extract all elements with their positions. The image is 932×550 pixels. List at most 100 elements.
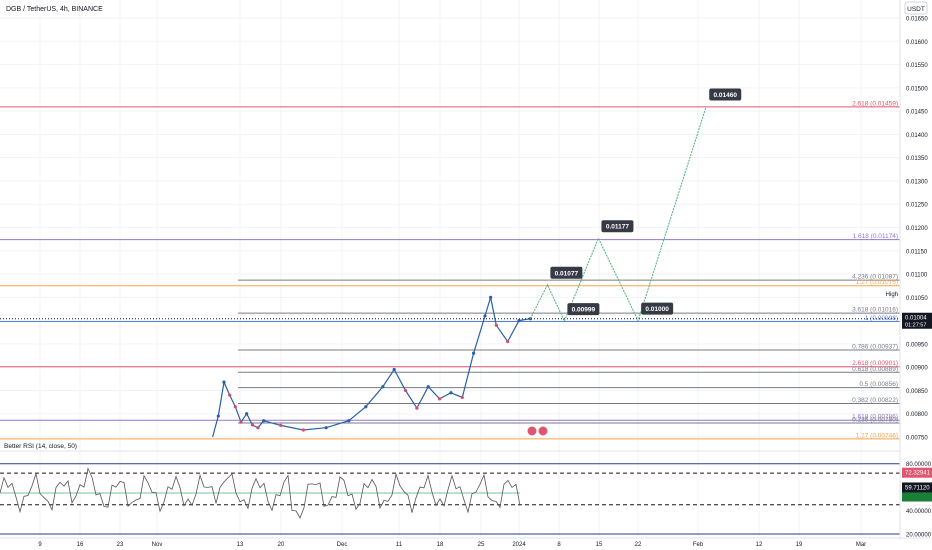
price-tick-label: 0.01300 bbox=[906, 179, 928, 185]
price-point bbox=[324, 426, 328, 430]
price-point bbox=[415, 406, 419, 410]
current-price-value: 0.01004 bbox=[905, 316, 927, 322]
price-tick-label: 0.01450 bbox=[906, 110, 928, 116]
price-point bbox=[403, 388, 408, 393]
time-axis: 9 16 23 Nov 13 20 Dec 11 18 25 2024 8 15 22 Feb 12 19 Mar bbox=[0, 537, 932, 548]
projection-path: 0.01077 0.00999 0.01177 0.01000 0.01460 bbox=[529, 88, 742, 323]
price-point bbox=[216, 414, 220, 418]
fib-level-label: 2.618 (0.01459) bbox=[852, 100, 898, 107]
price-tick-label: 0.00800 bbox=[906, 412, 928, 418]
fib-level-label: 1.618 (0.00786) bbox=[852, 414, 898, 421]
projection-line bbox=[529, 106, 707, 323]
price-point bbox=[506, 339, 510, 344]
price-point bbox=[228, 393, 232, 397]
time-tick-label: 23 bbox=[117, 542, 124, 548]
time-tick-label: 20 bbox=[278, 542, 285, 548]
rsi-current-badge-value: 59.71120 bbox=[905, 485, 930, 491]
fib-level-label: 0.786 (0.00937) bbox=[852, 343, 898, 350]
price-point bbox=[347, 419, 351, 423]
chart-title: DGB / TetherUS, 4h, BINANCE bbox=[6, 6, 103, 13]
price-line bbox=[212, 297, 531, 438]
currency-button[interactable] bbox=[904, 1, 928, 15]
fib-level-label: 1.27 (0.00746) bbox=[856, 432, 898, 439]
price-tick-label: 0.01100 bbox=[906, 273, 928, 279]
fib-level-label: 0.236 (0.00780) bbox=[852, 417, 898, 424]
price-point bbox=[279, 423, 283, 427]
time-tick-label: 25 bbox=[478, 542, 485, 548]
projection-callout-label: 0.01000 bbox=[645, 306, 669, 313]
time-tick-label: 2024 bbox=[512, 542, 526, 548]
price-point bbox=[381, 385, 385, 389]
projection-callout bbox=[709, 88, 742, 101]
time-tick-label: 11 bbox=[396, 542, 403, 548]
fib-level-label: 0.618 (0.00889) bbox=[852, 366, 898, 373]
rsi-tick-label: 80.00000 bbox=[906, 462, 932, 468]
price-point bbox=[245, 412, 249, 416]
price-point bbox=[364, 405, 368, 409]
price-point bbox=[517, 319, 521, 323]
projection-callout-label: 0.01177 bbox=[606, 224, 630, 231]
high-label: High bbox=[886, 292, 898, 298]
rsi-tick-label: 20.00000 bbox=[906, 533, 932, 539]
price-tick-label: 0.00750 bbox=[906, 436, 928, 442]
time-tick-label: 13 bbox=[237, 542, 244, 548]
rsi-upper-badge-value: 72.32941 bbox=[905, 471, 931, 477]
flag-icons[interactable] bbox=[526, 425, 549, 437]
price-point bbox=[250, 423, 254, 427]
time-tick-label: 22 bbox=[635, 542, 642, 548]
price-tick-label: 0.01650 bbox=[906, 17, 928, 23]
time-tick-label: Nov bbox=[152, 542, 163, 548]
time-tick-label: Dec bbox=[337, 542, 348, 548]
price-point bbox=[449, 391, 453, 395]
current-price-badge bbox=[902, 312, 932, 329]
fib-level-label: 1 (0.00998) bbox=[865, 315, 898, 322]
price-point bbox=[489, 295, 493, 299]
time-tick-label: 16 bbox=[77, 542, 84, 548]
fib-levels: 2.618 (0.01459) 1.618 (0.01174) 4.236 (0.0… bbox=[0, 100, 900, 440]
price-point bbox=[483, 314, 487, 318]
projection-callout bbox=[641, 302, 674, 315]
time-tick-label: 18 bbox=[437, 542, 444, 548]
price-tick-label: 0.00950 bbox=[906, 342, 928, 348]
price-point bbox=[494, 323, 498, 327]
rsi-current-badge bbox=[902, 482, 932, 493]
grid-layer bbox=[0, 0, 900, 536]
price-point bbox=[426, 385, 430, 389]
price-series bbox=[0, 295, 900, 438]
projection-callout-label: 0.00999 bbox=[572, 307, 596, 314]
price-point bbox=[392, 367, 396, 372]
price-tick-label: 0.01050 bbox=[906, 296, 928, 302]
rsi-title: Better RSI (14, close, 50) bbox=[4, 443, 77, 450]
us-flag-icon[interactable] bbox=[526, 425, 538, 437]
price-point bbox=[301, 428, 306, 432]
projection-callout-label: 0.01460 bbox=[713, 92, 737, 99]
rsi-line bbox=[0, 467, 521, 519]
price-tick-label: 0.00850 bbox=[906, 389, 928, 395]
price-tick-label: 0.01200 bbox=[906, 226, 928, 232]
time-tick-label: Mar bbox=[856, 542, 866, 548]
projection-callout bbox=[550, 266, 583, 279]
price-point bbox=[460, 395, 464, 400]
fib-level-label: 0.5 (0.00856) bbox=[859, 381, 898, 388]
fib-level-label: 3.618 (0.01016) bbox=[852, 307, 898, 314]
time-tick-label: 15 bbox=[596, 542, 603, 548]
price-point bbox=[239, 420, 243, 424]
fib-level-label: 2.618 (0.00901) bbox=[852, 360, 898, 367]
price-point bbox=[222, 380, 226, 384]
projection-callout bbox=[601, 220, 634, 233]
price-tick-label: 0.01550 bbox=[906, 63, 928, 69]
eu-flag-icon[interactable] bbox=[537, 425, 549, 437]
price-tick-label: 0.01150 bbox=[906, 249, 928, 255]
time-tick-label: 12 bbox=[756, 542, 763, 548]
price-axis: 0.01650 0.01600 0.01550 0.01500 0.01450 0.014… bbox=[899, 0, 932, 540]
price-tick-label: 0.00900 bbox=[906, 366, 928, 372]
price-tick-label: 0.01500 bbox=[906, 86, 928, 92]
fib-level-label: 0.382 (0.00822) bbox=[852, 397, 898, 404]
fib-level-label: 1.618 (0.01174) bbox=[853, 233, 898, 240]
price-point bbox=[472, 351, 476, 355]
price-point bbox=[256, 426, 260, 430]
price-point bbox=[437, 397, 442, 401]
price-point bbox=[262, 419, 266, 423]
time-tick-label: 9 bbox=[38, 542, 42, 548]
